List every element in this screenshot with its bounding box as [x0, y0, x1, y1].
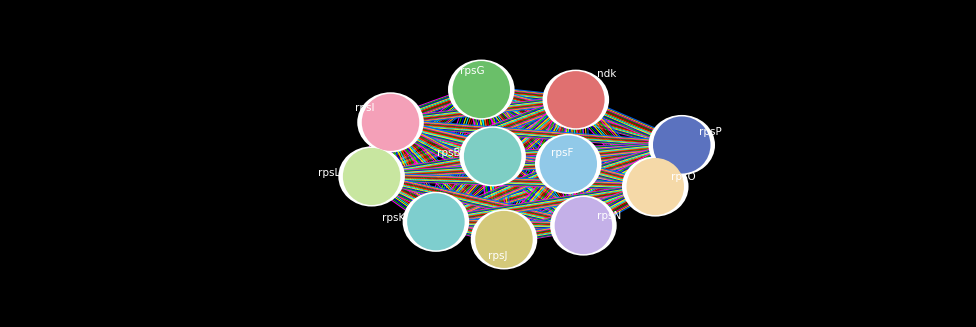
Text: rpsF: rpsF — [550, 148, 573, 158]
Ellipse shape — [622, 156, 688, 216]
Ellipse shape — [540, 135, 597, 192]
Text: rpsO: rpsO — [671, 172, 696, 182]
Ellipse shape — [460, 126, 526, 186]
Ellipse shape — [648, 115, 715, 175]
Text: rpsK: rpsK — [383, 213, 406, 223]
Ellipse shape — [453, 61, 510, 118]
Text: rpsL: rpsL — [317, 168, 340, 178]
Ellipse shape — [407, 193, 465, 250]
Ellipse shape — [448, 60, 514, 120]
Text: ndk: ndk — [597, 69, 617, 79]
Ellipse shape — [548, 71, 604, 128]
Ellipse shape — [339, 146, 405, 207]
Text: rpsI: rpsI — [355, 103, 375, 113]
Ellipse shape — [543, 70, 609, 130]
Ellipse shape — [464, 128, 521, 185]
Ellipse shape — [343, 148, 400, 205]
Ellipse shape — [475, 211, 533, 268]
Text: rpsN: rpsN — [597, 211, 622, 221]
Text: rpsB: rpsB — [437, 148, 461, 158]
Ellipse shape — [653, 116, 711, 174]
Ellipse shape — [550, 196, 617, 256]
Text: rpsP: rpsP — [699, 128, 722, 137]
Ellipse shape — [535, 134, 601, 194]
Ellipse shape — [554, 197, 612, 254]
Ellipse shape — [403, 192, 469, 252]
Text: rpsG: rpsG — [460, 66, 484, 76]
Ellipse shape — [362, 94, 420, 151]
Ellipse shape — [470, 209, 537, 269]
Ellipse shape — [627, 158, 684, 215]
Text: rpsJ: rpsJ — [488, 251, 508, 261]
Ellipse shape — [357, 92, 424, 152]
